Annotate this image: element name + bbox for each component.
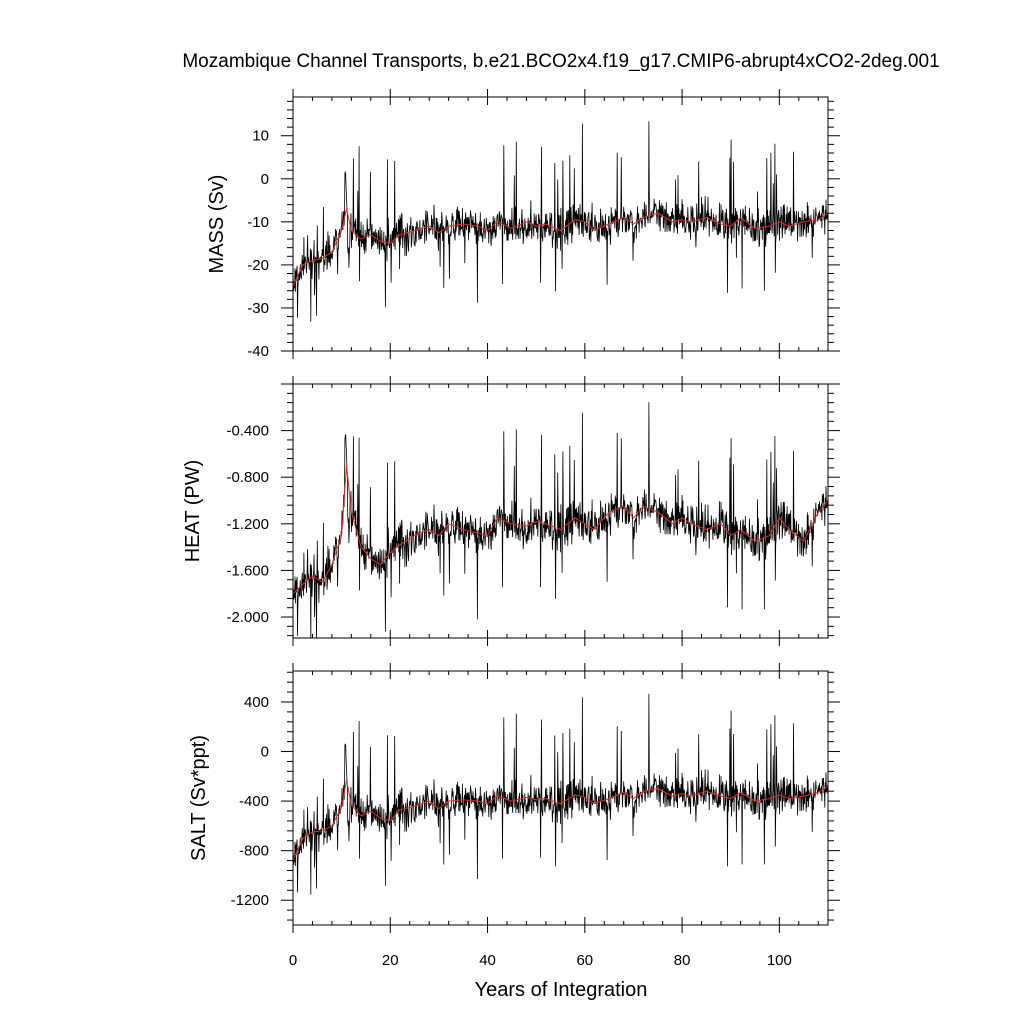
salt-y-tick-label: 400 [244, 694, 269, 711]
salt-y-tick-label: -1200 [231, 892, 269, 909]
salt-smoothed-series [293, 779, 828, 861]
heat-raw-series [293, 402, 828, 638]
x-tick-label: 20 [382, 952, 399, 969]
salt-y-tick-label: 0 [261, 744, 269, 761]
mass-plot-frame [292, 96, 829, 352]
heat-smoothed-series [293, 465, 828, 595]
mass-y-tick-label: -40 [247, 343, 269, 360]
heat-y-tick-label: -2.000 [226, 609, 269, 626]
x-tick-label: 40 [479, 952, 496, 969]
mass-smoothed-series [293, 208, 828, 287]
mass-y-tick-label: 0 [261, 171, 269, 188]
x-tick-label: 60 [576, 952, 593, 969]
chart-title: Mozambique Channel Transports, b.e21.BCO… [182, 51, 939, 72]
heat-plot-frame [292, 383, 829, 639]
panel-heat-ylabel: HEAT (PW) [182, 460, 204, 563]
mass-y-tick-label: -10 [247, 214, 269, 231]
mass-y-tick-label: -30 [247, 300, 269, 317]
salt-raw-series [293, 693, 828, 895]
mass-raw-series [293, 121, 828, 322]
panel-salt-ylabel: SALT (Sv*ppt) [188, 735, 210, 861]
panel-mass-ylabel: MASS (Sv) [206, 175, 228, 274]
panel-heat: HEAT (PW) -2.000 -1.600 -1.200 -0.800 -0.400 [182, 376, 840, 646]
heat-y-tick-label: -0.800 [226, 469, 269, 486]
mass-y-tick-label: -20 [247, 257, 269, 274]
heat-y-tick-label: -1.200 [226, 516, 269, 533]
mass-y-tick-label: 10 [252, 128, 269, 145]
panel-mass: MASS (Sv) -40 -30 -20 -10 0 10 [206, 89, 840, 360]
x-tick-label: 0 [289, 952, 297, 969]
panel-salt: SALT (Sv*ppt) -1200 -800 -400 0 400 [188, 663, 840, 933]
salt-y-tick-label: -400 [239, 793, 269, 810]
salt-plot-frame [292, 670, 829, 926]
x-tick-label: 80 [674, 952, 691, 969]
x-axis-title: Years of Integration [475, 979, 648, 1001]
x-tick-label: 100 [767, 952, 792, 969]
heat-y-tick-label: -0.400 [226, 423, 269, 440]
heat-y-tick-label: -1.600 [226, 562, 269, 579]
salt-y-tick-label: -800 [239, 843, 269, 860]
